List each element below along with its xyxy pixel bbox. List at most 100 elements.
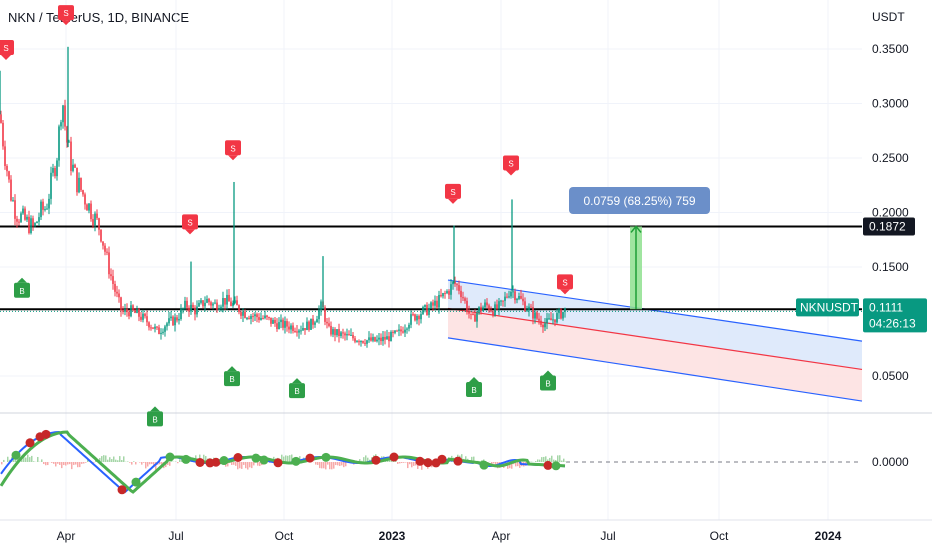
level-price-label: 0.1872 [869, 219, 906, 233]
channel-upper-line[interactable] [447, 279, 863, 342]
candle-body [134, 310, 136, 314]
candle-body [518, 295, 520, 299]
candle-body [512, 291, 514, 293]
candle-body [200, 300, 202, 303]
candle-body [150, 327, 152, 329]
channel-lower-line[interactable] [447, 337, 863, 402]
candle-body [290, 325, 292, 330]
candle-body [514, 291, 516, 301]
candle-body [92, 219, 94, 226]
candle-body [8, 171, 10, 180]
candle-body [336, 329, 338, 336]
candle-body [488, 305, 490, 311]
buy-signal-pointer [543, 370, 553, 376]
candle-body [234, 300, 236, 303]
candle-body [354, 338, 356, 342]
histogram-bar [177, 462, 179, 464]
sell-signal-pointer [185, 229, 195, 235]
y-tick-label: 0.3000 [872, 97, 909, 111]
candle-body [350, 334, 352, 336]
symbol-tag [796, 298, 859, 317]
oscillator-zero-label: 0.0000 [872, 455, 909, 469]
histogram-bar [511, 462, 513, 469]
histogram-bar [329, 462, 331, 470]
histogram-bar [3, 459, 5, 462]
candle-body [268, 317, 270, 319]
sell-signal-box [225, 140, 241, 156]
histogram-bar [245, 462, 247, 469]
candle-body [478, 306, 480, 313]
candle-body [402, 331, 404, 333]
candle-body [158, 327, 160, 335]
histogram-bar [29, 457, 31, 462]
candle-body [406, 328, 408, 330]
histogram-bar [45, 462, 47, 466]
histogram-bar [73, 462, 75, 465]
bearish-cross-dot [117, 485, 127, 495]
histogram-bar [319, 462, 321, 469]
histogram-bar [333, 462, 335, 469]
measure-label-box[interactable] [569, 187, 710, 214]
candle-body [398, 329, 400, 331]
candle-body [130, 305, 132, 317]
signal-letter: B [229, 375, 234, 384]
histogram-bar [343, 462, 345, 468]
histogram-bar [405, 462, 407, 463]
histogram-bar [541, 457, 543, 462]
histogram-bar [337, 462, 339, 466]
candle-body [300, 330, 302, 332]
candle-body [52, 168, 54, 173]
candle-body [124, 308, 126, 312]
channel-lower-fill [448, 308, 862, 402]
candle-body [246, 317, 248, 319]
candle-body [548, 318, 550, 320]
candle-body [424, 304, 426, 308]
histogram-bar [535, 461, 537, 462]
histogram-bar [27, 454, 29, 462]
candle-body [338, 329, 340, 337]
candle-body [306, 321, 308, 331]
histogram-bar [465, 456, 467, 462]
candle-body [270, 317, 272, 324]
bearish-cross-dot [211, 457, 221, 467]
candle-body [96, 213, 98, 219]
candle-body [72, 164, 74, 171]
candle-body [430, 302, 432, 308]
histogram-bar [417, 462, 419, 469]
sell-signal: S [182, 214, 198, 235]
candle-body [340, 332, 342, 337]
candle-body [292, 325, 294, 332]
candle-body [260, 318, 262, 320]
candle-body [426, 304, 428, 315]
y-tick-label: 0.2500 [872, 151, 909, 165]
candle-body [352, 334, 354, 339]
candle-body [562, 311, 564, 319]
histogram-bar [95, 460, 97, 462]
channel-middle-line[interactable] [447, 307, 863, 371]
sell-signal: S [503, 155, 519, 176]
candle-body [166, 323, 168, 327]
candle-body [204, 302, 206, 307]
candle-body [2, 122, 4, 147]
signal-letter: B [19, 287, 24, 296]
histogram-bar [239, 462, 241, 469]
candle-body [248, 317, 250, 319]
candle-body [286, 321, 288, 327]
candle-body [12, 200, 14, 202]
candle-body [332, 329, 334, 335]
bullish-cross-dot [11, 450, 21, 460]
histogram-bar [421, 462, 423, 470]
candle-body [226, 294, 228, 305]
candle-body [394, 330, 396, 333]
candle-body [198, 302, 200, 307]
buy-signal-pointer [227, 366, 237, 372]
sell-signal: S [557, 274, 573, 295]
candle-body [312, 318, 314, 325]
histogram-bar [269, 462, 271, 463]
histogram-bar [23, 454, 25, 462]
candle-body [30, 218, 32, 233]
histogram-bar [139, 462, 141, 463]
candle-body [408, 324, 410, 329]
buy-signal: B [14, 277, 30, 298]
